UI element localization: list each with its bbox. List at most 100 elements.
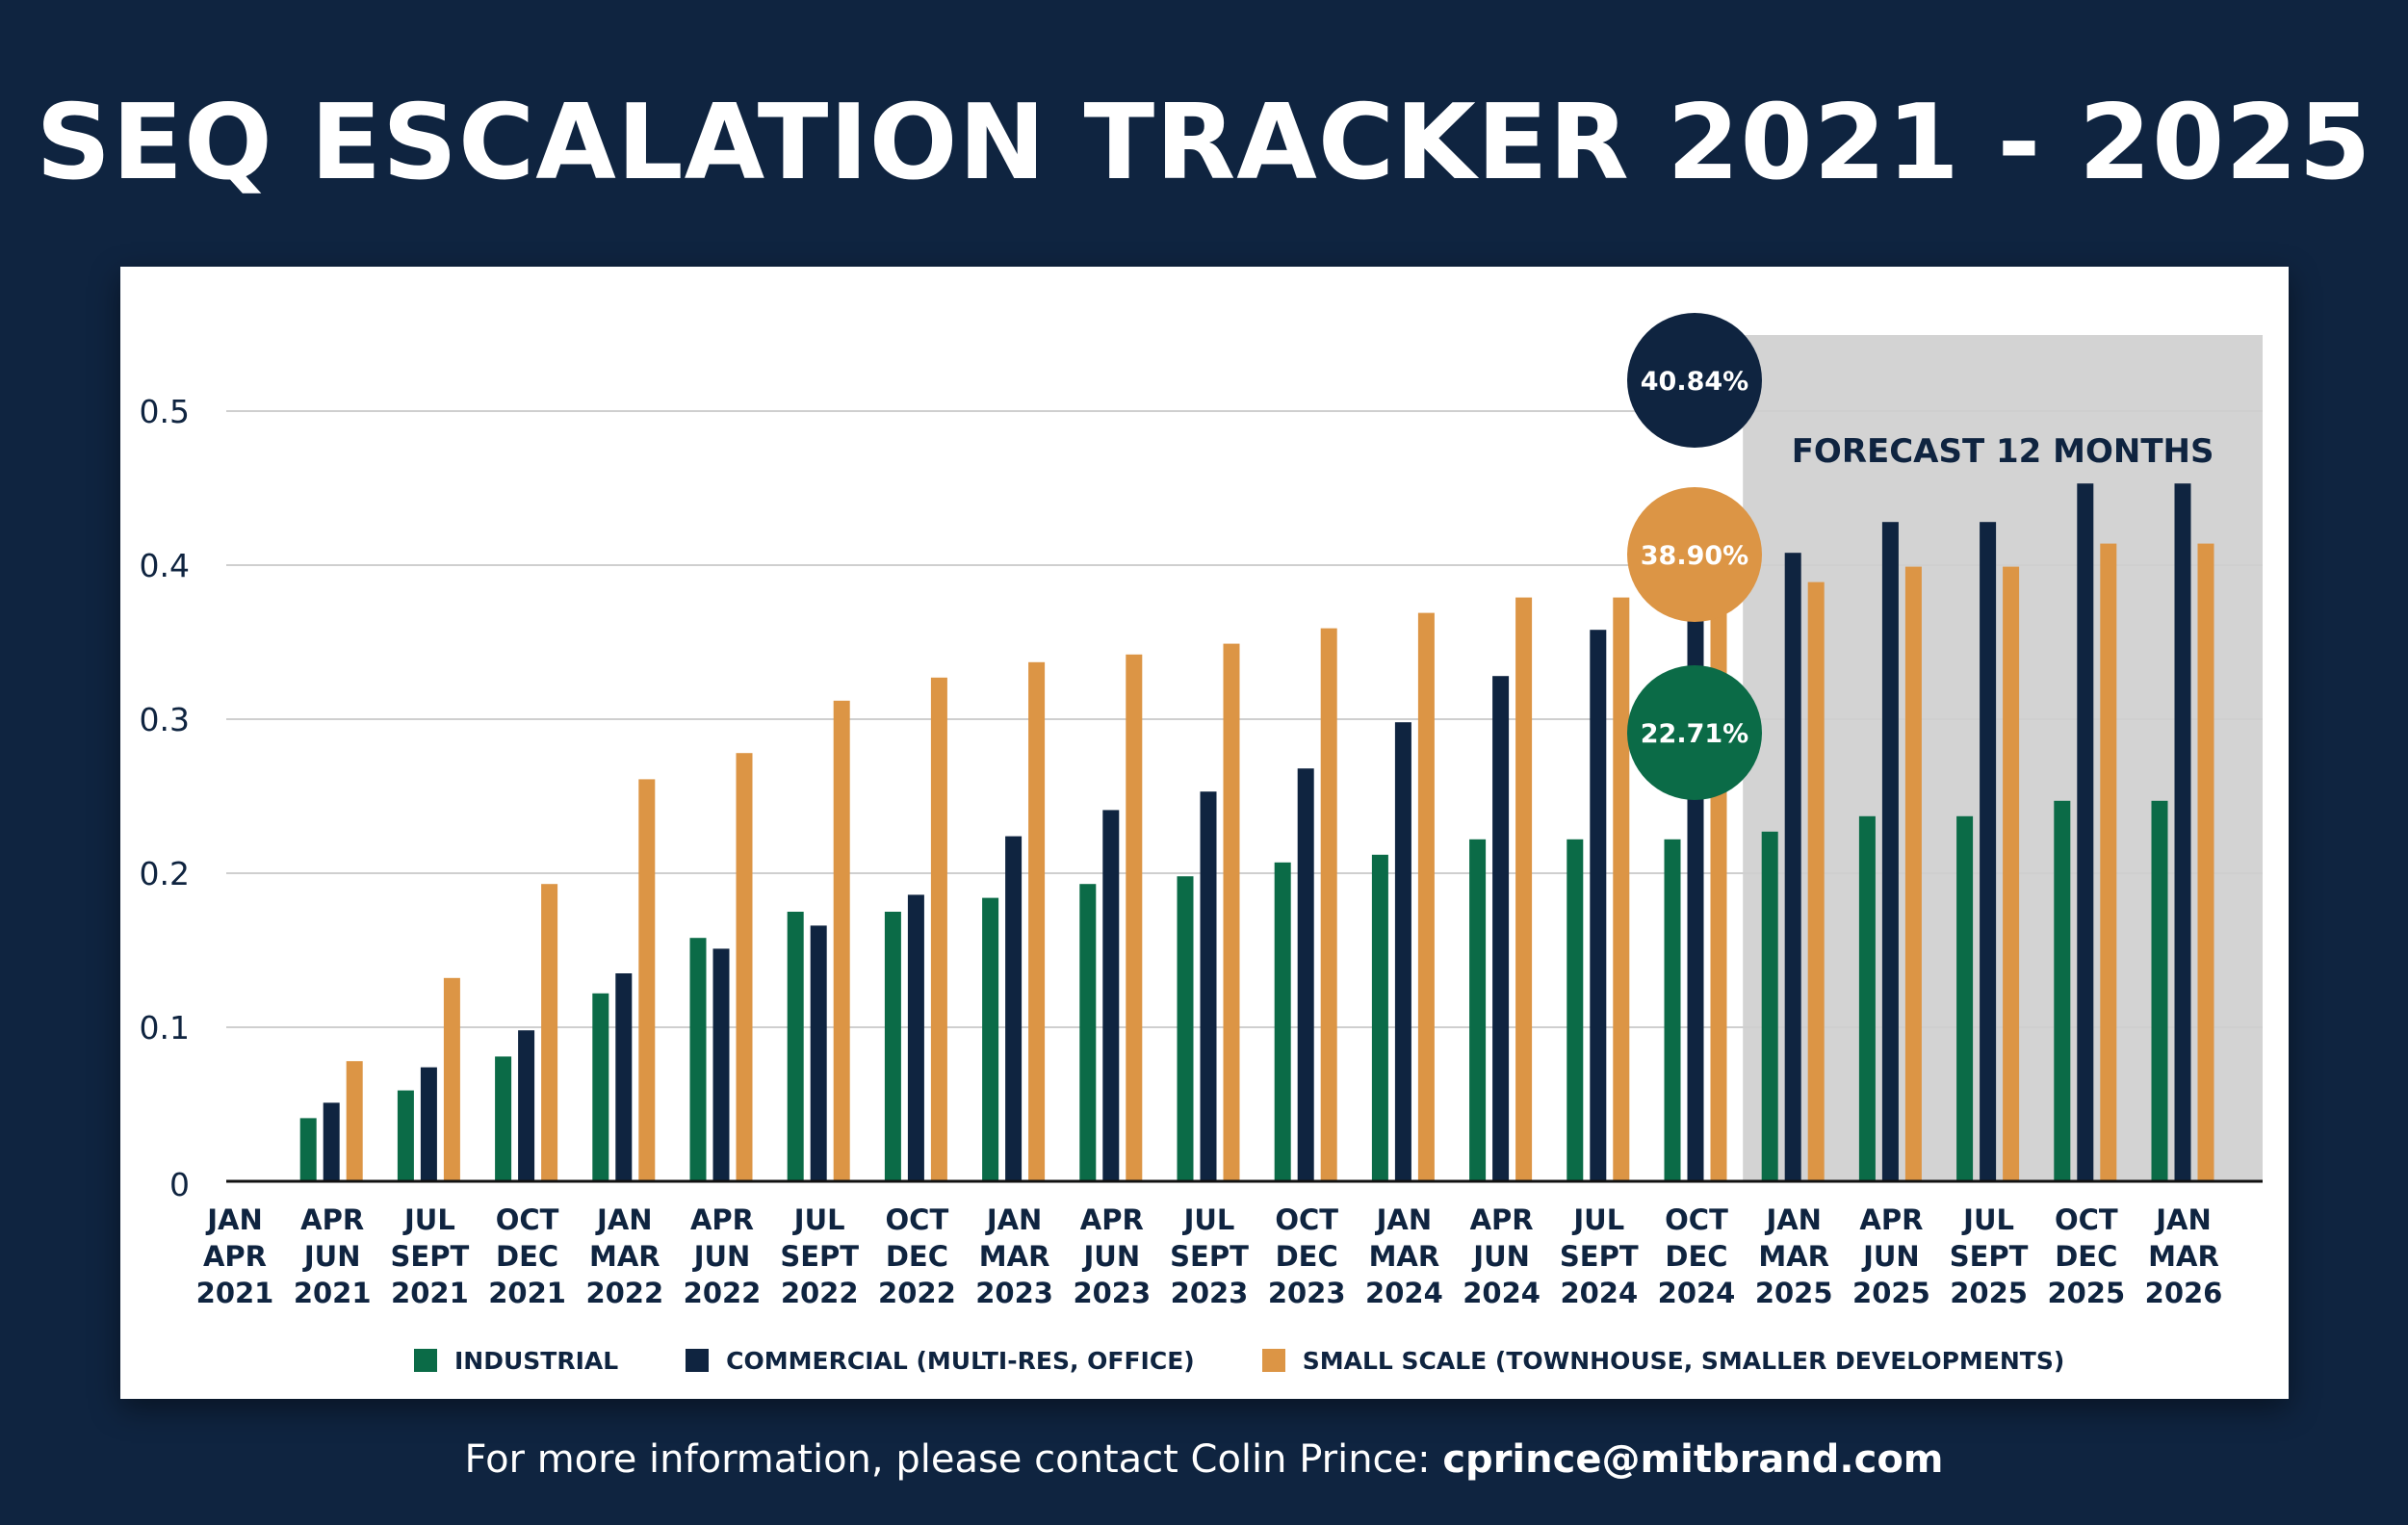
x-tick-label: 2026 [2145, 1277, 2223, 1309]
x-tick-label: DEC [2055, 1240, 2117, 1273]
x-tick-label: 2021 [391, 1277, 469, 1309]
x-tick-label: 2023 [1073, 1277, 1151, 1309]
x-tick-label: 2022 [781, 1277, 859, 1309]
x-tick-label: MAR [979, 1240, 1050, 1273]
x-tick-label: JUN [1081, 1240, 1140, 1273]
x-tick-label: SEPT [391, 1240, 470, 1273]
bar [1590, 630, 1607, 1181]
bar [1371, 854, 1388, 1181]
x-tick-label: OCT [886, 1203, 949, 1236]
bar [1904, 566, 1922, 1181]
bar [982, 897, 999, 1181]
x-tick-label: APR [1470, 1203, 1534, 1236]
x-tick-label: APR [300, 1203, 364, 1236]
annotation-label: 40.84% [1641, 367, 1748, 397]
bar [2174, 483, 2191, 1181]
bar [1102, 810, 1120, 1181]
x-tick-label: 2024 [1463, 1277, 1541, 1309]
forecast-label: FORECAST 12 MONTHS [1792, 432, 2214, 471]
x-tick-label: JAN [985, 1203, 1043, 1236]
contact-footer: For more information, please contact Col… [0, 1440, 2408, 1479]
x-tick-label: 2024 [1365, 1277, 1443, 1309]
x-tick-label: 2025 [2047, 1277, 2125, 1309]
x-tick-label: 2024 [1560, 1277, 1638, 1309]
bar [907, 894, 924, 1181]
x-tick-label: JUL [1961, 1203, 2014, 1236]
bar [1126, 654, 1143, 1181]
y-tick-label: 0.4 [140, 547, 190, 584]
x-tick-label: 2023 [1171, 1277, 1249, 1309]
bar [397, 1090, 414, 1181]
bar [615, 973, 633, 1181]
x-tick-label: DEC [1665, 1240, 1727, 1273]
y-tick-label: 0.2 [140, 855, 190, 892]
x-tick-label: 2025 [1852, 1277, 1930, 1309]
bar [1980, 522, 1997, 1181]
y-tick-label: 0 [169, 1166, 190, 1203]
bar [689, 938, 707, 1181]
bar [346, 1061, 363, 1181]
bar [1687, 553, 1704, 1181]
bar [1417, 612, 1435, 1181]
bar [1881, 522, 1899, 1181]
legend-swatch-industrial [414, 1349, 437, 1372]
bar [495, 1056, 512, 1181]
x-tick-label: JUL [1182, 1203, 1235, 1236]
legend-label-industrial: INDUSTRIAL [454, 1346, 619, 1375]
bar [2003, 566, 2020, 1181]
x-tick-label: 2022 [684, 1277, 762, 1309]
x-tick-label: SEPT [1170, 1240, 1249, 1273]
bar [299, 1118, 317, 1181]
bar [833, 700, 850, 1181]
bar [1028, 661, 1046, 1181]
bar [787, 912, 804, 1181]
x-tick-label: DEC [496, 1240, 558, 1273]
bar [2100, 543, 2117, 1181]
x-tick-label: MAR [1758, 1240, 1829, 1273]
x-tick-label: OCT [1275, 1203, 1338, 1236]
x-tick-label: 2021 [196, 1277, 274, 1309]
contact-email[interactable]: cprince@mitbrand.com [1442, 1437, 1944, 1482]
bar [2151, 800, 2168, 1181]
bar [1566, 839, 1584, 1181]
bar [541, 884, 558, 1181]
legend-item-small-scale: SMALL SCALE (TOWNHOUSE, SMALLER DEVELOPM… [1261, 1347, 2064, 1375]
x-tick-label: JUN [692, 1240, 751, 1273]
escalation-bar-chart: 0 0.1 0.2 0.3 0.4 0.5 JAN APR 2021 APR JUN 2021 JUL S… [140, 313, 2263, 1309]
bar [1394, 722, 1411, 1181]
bar [1761, 831, 1778, 1181]
x-tick-label: 2025 [1950, 1277, 2028, 1309]
x-tick-label: MAR [2148, 1240, 2219, 1273]
annotation-label: 38.90% [1641, 541, 1748, 571]
annotation-bubble [1627, 665, 1762, 800]
x-tick-label: APR [203, 1240, 267, 1273]
bar [1469, 839, 1487, 1181]
x-tick-label: DEC [886, 1240, 948, 1273]
legend-item-industrial: INDUSTRIAL [414, 1347, 618, 1375]
x-tick-label: APR [1859, 1203, 1923, 1236]
bar [1320, 628, 1337, 1181]
bar [1274, 862, 1291, 1181]
annotation-bubble [1627, 487, 1762, 622]
x-tick-label: APR [690, 1203, 754, 1236]
bar [736, 753, 753, 1181]
x-tick-label: JAN [2154, 1203, 2212, 1236]
x-tick-label: OCT [2055, 1203, 2118, 1236]
x-tick-label: 2025 [1755, 1277, 1833, 1309]
x-tick-label: JAN [1764, 1203, 1822, 1236]
x-tick-label: 2021 [294, 1277, 372, 1309]
bar [1858, 815, 1876, 1181]
bar [1079, 884, 1097, 1181]
bar [2197, 543, 2214, 1181]
x-tick-label: APR [1080, 1203, 1144, 1236]
x-tick-label: JUN [1861, 1240, 1920, 1273]
x-tick-label: 2023 [1268, 1277, 1346, 1309]
bar [884, 912, 901, 1181]
y-tick-label: 0.5 [140, 393, 190, 430]
x-tick-label: 2024 [1658, 1277, 1736, 1309]
bar [518, 1030, 535, 1181]
x-tick-label: SEPT [1950, 1240, 2029, 1273]
bar [1956, 815, 1974, 1181]
bar [1492, 676, 1510, 1181]
bar [1297, 768, 1314, 1181]
